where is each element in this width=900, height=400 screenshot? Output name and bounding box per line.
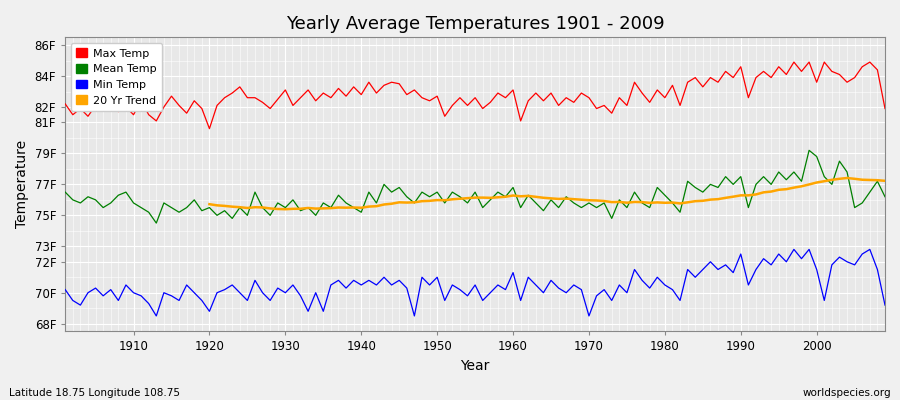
X-axis label: Year: Year xyxy=(461,359,490,373)
Y-axis label: Temperature: Temperature xyxy=(15,140,29,228)
Text: Latitude 18.75 Longitude 108.75: Latitude 18.75 Longitude 108.75 xyxy=(9,388,180,398)
Text: worldspecies.org: worldspecies.org xyxy=(803,388,891,398)
Title: Yearly Average Temperatures 1901 - 2009: Yearly Average Temperatures 1901 - 2009 xyxy=(286,15,664,33)
Legend: Max Temp, Mean Temp, Min Temp, 20 Yr Trend: Max Temp, Mean Temp, Min Temp, 20 Yr Tre… xyxy=(71,43,162,111)
